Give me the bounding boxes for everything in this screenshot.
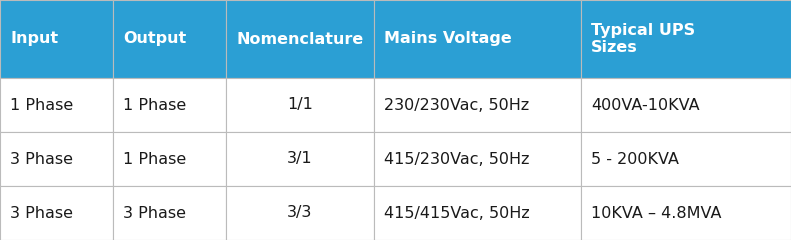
Bar: [374, 0, 581, 78]
Text: Mains Voltage: Mains Voltage: [384, 31, 512, 47]
Text: Typical UPS
Sizes: Typical UPS Sizes: [591, 23, 695, 55]
Text: 230/230Vac, 50Hz: 230/230Vac, 50Hz: [384, 97, 529, 113]
Bar: [226, 78, 374, 132]
Bar: [0, 78, 113, 132]
Text: 3 Phase: 3 Phase: [123, 205, 186, 221]
Text: 3 Phase: 3 Phase: [10, 151, 73, 167]
Text: Output: Output: [123, 31, 186, 47]
Text: 5 - 200KVA: 5 - 200KVA: [591, 151, 679, 167]
Bar: [374, 132, 581, 186]
Bar: [113, 132, 226, 186]
Bar: [374, 78, 581, 132]
Text: 10KVA – 4.8MVA: 10KVA – 4.8MVA: [591, 205, 721, 221]
Text: 415/415Vac, 50Hz: 415/415Vac, 50Hz: [384, 205, 530, 221]
Bar: [113, 78, 226, 132]
Text: Nomenclature: Nomenclature: [237, 31, 364, 47]
Bar: [581, 0, 791, 78]
Bar: [581, 132, 791, 186]
Bar: [0, 186, 113, 240]
Bar: [113, 0, 226, 78]
Text: 1 Phase: 1 Phase: [123, 151, 186, 167]
Text: 3/1: 3/1: [287, 151, 312, 167]
Bar: [113, 186, 226, 240]
Bar: [226, 0, 374, 78]
Text: 1/1: 1/1: [287, 97, 313, 113]
Text: 400VA-10KVA: 400VA-10KVA: [591, 97, 699, 113]
Bar: [581, 78, 791, 132]
Text: 3/3: 3/3: [287, 205, 312, 221]
Bar: [226, 132, 374, 186]
Bar: [0, 0, 113, 78]
Bar: [226, 186, 374, 240]
Text: 1 Phase: 1 Phase: [123, 97, 186, 113]
Bar: [374, 186, 581, 240]
Text: Input: Input: [10, 31, 58, 47]
Text: 3 Phase: 3 Phase: [10, 205, 73, 221]
Bar: [581, 186, 791, 240]
Text: 415/230Vac, 50Hz: 415/230Vac, 50Hz: [384, 151, 529, 167]
Bar: [0, 132, 113, 186]
Text: 1 Phase: 1 Phase: [10, 97, 74, 113]
